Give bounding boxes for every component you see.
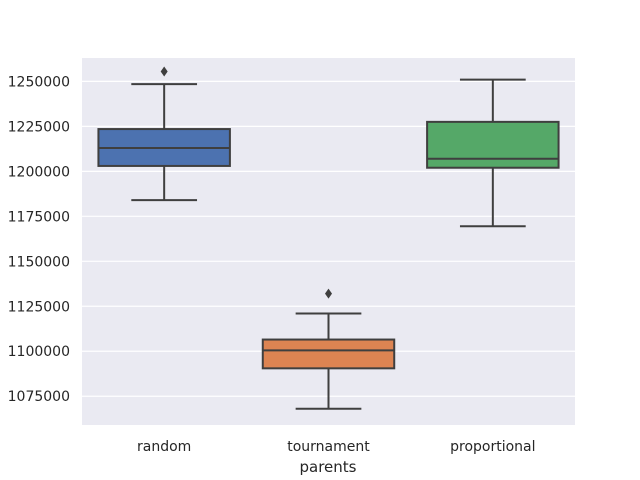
y-tick-label: 1250000 [8,74,70,90]
x-axis-label: parents [300,458,357,476]
y-tick-labels: 1075000 1100000 1125000 1150000 1175000 12000… [8,74,70,405]
x-tick-label: tournament [287,439,370,455]
x-tick-labels: random tournament proportional [137,439,536,455]
y-tick-label: 1150000 [8,254,70,270]
outlier-point [325,288,332,299]
y-tick-label: 1225000 [8,119,70,135]
y-tick-label: 1175000 [8,209,70,225]
box-tournament [261,288,396,410]
y-tick-label: 1200000 [8,164,70,180]
x-tick-label: proportional [450,439,535,455]
box-random [97,66,231,202]
boxes [97,66,560,410]
box-proportional [426,78,560,228]
x-tick-label: random [137,439,191,455]
y-tick-label: 1125000 [8,299,70,315]
y-tick-label: 1100000 [8,344,70,360]
box-iqr [261,338,396,370]
box-iqr [426,120,560,169]
y-tick-label: 1075000 [8,389,70,405]
outlier-point [160,66,168,77]
